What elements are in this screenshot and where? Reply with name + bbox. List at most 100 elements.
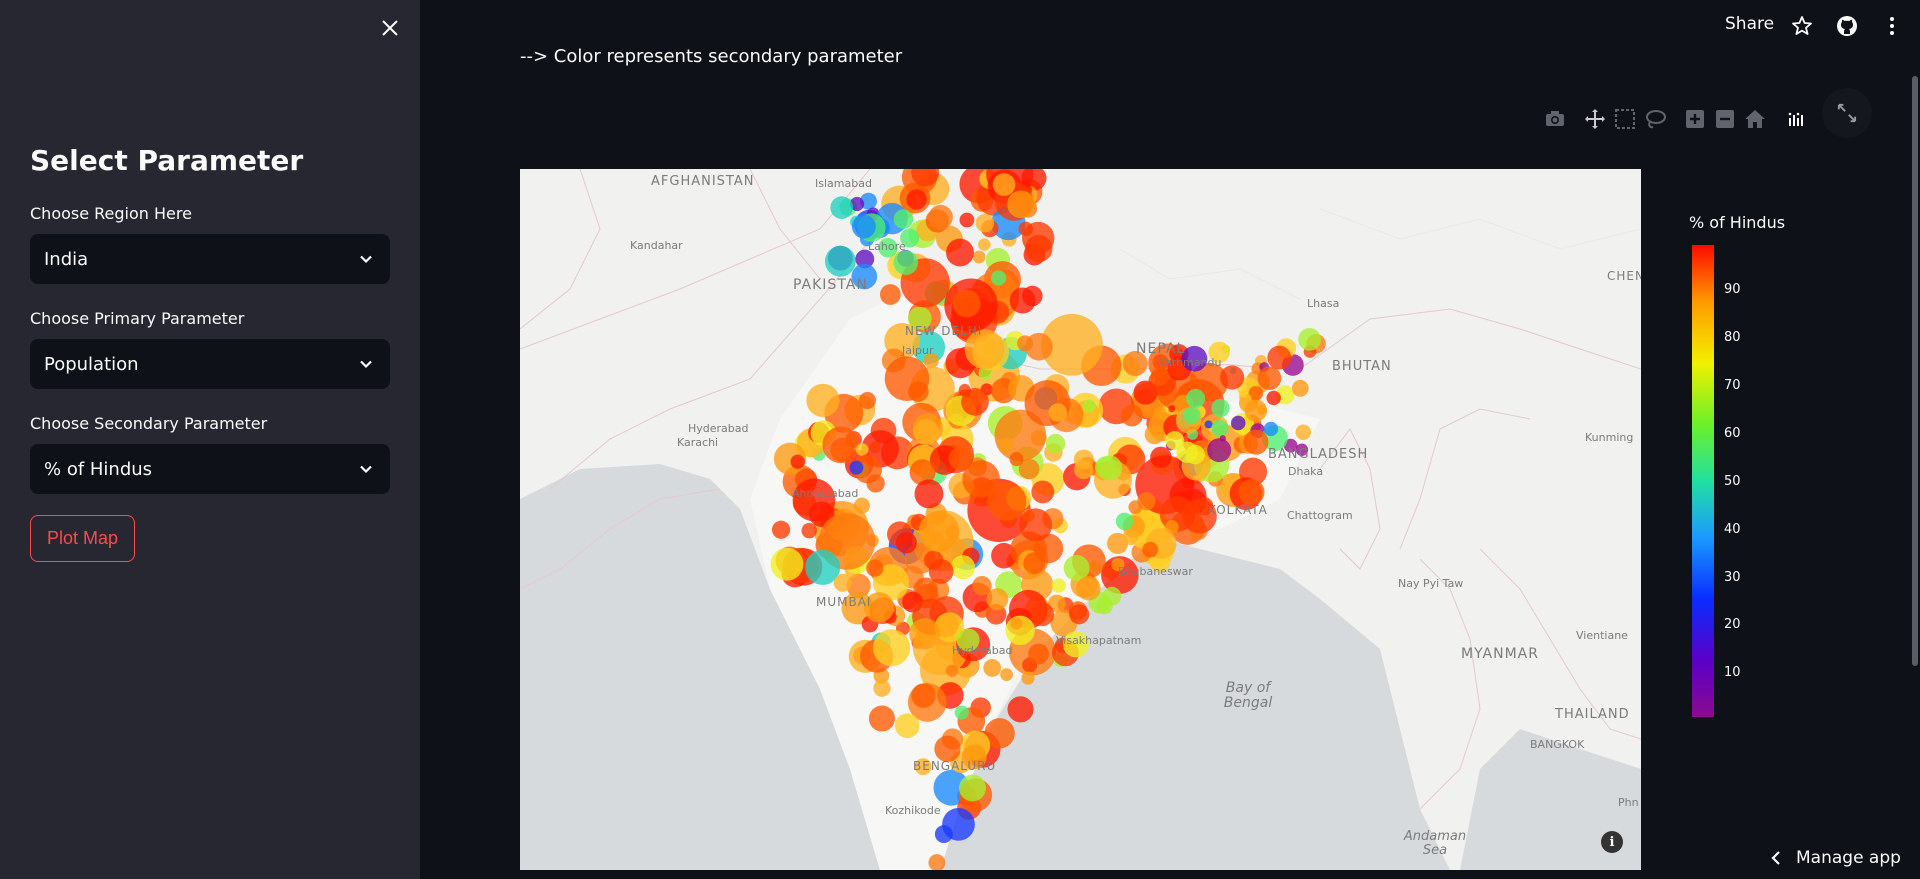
map-bubble[interactable] [866, 559, 884, 577]
map-bubble[interactable] [1048, 403, 1068, 422]
map-bubble[interactable] [849, 196, 865, 212]
pan-icon[interactable] [1584, 108, 1606, 130]
map-bubble[interactable] [879, 284, 901, 305]
map-bubble[interactable] [987, 481, 1027, 521]
map-bubble[interactable] [1219, 435, 1227, 442]
map-bubble[interactable] [1243, 429, 1269, 455]
map-bubble[interactable] [884, 356, 930, 402]
map-bubble[interactable] [833, 573, 852, 592]
map-bubble[interactable] [771, 520, 791, 539]
map-bubble[interactable] [962, 460, 1000, 498]
map-bubble[interactable] [956, 628, 980, 652]
map-bubble[interactable] [830, 196, 854, 219]
zoom-in-icon[interactable] [1684, 108, 1706, 130]
map-bubble[interactable] [942, 808, 975, 841]
map-bubble[interactable] [1230, 415, 1246, 431]
map-bubble[interactable] [1207, 438, 1232, 463]
map-bubble[interactable] [961, 744, 987, 770]
map-bubble[interactable] [1047, 594, 1066, 613]
map-bubble[interactable] [864, 592, 895, 623]
map-bubble[interactable] [1257, 366, 1282, 391]
bubble-map[interactable]: AFGHANISTAN Islamabad Kandahar Lahore PA… [520, 169, 1641, 870]
map-bubble[interactable] [1121, 404, 1143, 427]
map-bubble[interactable] [1168, 405, 1176, 413]
map-bubble[interactable] [1267, 345, 1292, 370]
map-bubble[interactable] [1295, 443, 1309, 456]
map-bubble[interactable] [986, 588, 1009, 611]
lasso-select-icon[interactable] [1644, 108, 1666, 130]
map-bubble[interactable] [972, 250, 986, 264]
reset-view-home-icon[interactable] [1744, 108, 1766, 130]
map-bubble[interactable] [909, 459, 936, 486]
map-bubble[interactable] [1111, 557, 1125, 572]
map-bubble[interactable] [978, 238, 991, 251]
map-bubble[interactable] [954, 705, 969, 720]
map-bubble[interactable] [975, 213, 995, 233]
map-bubble[interactable] [1263, 421, 1279, 437]
map-bubble[interactable] [900, 228, 920, 248]
map-attribution-info-icon[interactable]: i [1601, 831, 1623, 853]
map-bubble[interactable] [1115, 512, 1134, 531]
map-bubble[interactable] [952, 289, 981, 318]
map-bubble[interactable] [1073, 459, 1094, 480]
map-bubble[interactable] [964, 329, 1005, 370]
map-bubble[interactable] [1000, 668, 1013, 681]
map-bubble[interactable] [1238, 479, 1265, 505]
map-bubble[interactable] [855, 443, 869, 456]
github-icon[interactable] [1835, 14, 1859, 38]
map-bubble[interactable] [1018, 458, 1040, 480]
map-bubble[interactable] [1245, 394, 1252, 401]
map-bubble[interactable] [1022, 285, 1043, 307]
map-bubble[interactable] [1051, 578, 1066, 593]
map-bubble[interactable] [946, 238, 974, 267]
map-bubble[interactable] [983, 659, 1002, 677]
map-bubble[interactable] [1186, 388, 1206, 409]
map-bubble[interactable] [851, 263, 878, 290]
map-bubble[interactable] [961, 387, 989, 416]
fullscreen-button[interactable] [1822, 88, 1872, 138]
map-bubble[interactable] [1295, 424, 1312, 440]
map-bubble[interactable] [984, 718, 1015, 749]
map-bubble[interactable] [951, 555, 976, 580]
map-bubble[interactable] [1211, 419, 1229, 437]
map-bubble[interactable] [928, 204, 953, 230]
map-bubble[interactable] [1220, 365, 1245, 390]
map-bubble[interactable] [918, 511, 960, 552]
map-bubble[interactable] [1150, 367, 1170, 386]
map-bubble[interactable] [911, 683, 936, 708]
map-bubble[interactable] [805, 549, 841, 585]
map-bubble[interactable] [1208, 341, 1230, 363]
map-bubble[interactable] [1283, 438, 1298, 453]
secondary-parameter-select[interactable]: % of Hindus [30, 444, 390, 494]
map-bubble[interactable] [1183, 406, 1201, 424]
map-bubble[interactable] [914, 479, 944, 509]
map-bubble[interactable] [790, 454, 805, 469]
map-bubble[interactable] [1266, 390, 1281, 406]
map-bubble[interactable] [1165, 520, 1179, 534]
map-bubble[interactable] [872, 564, 910, 601]
map-bubble[interactable] [1144, 424, 1165, 445]
camera-icon[interactable] [1544, 108, 1566, 130]
map-bubble[interactable] [1176, 441, 1198, 463]
zoom-out-icon[interactable] [1714, 108, 1736, 130]
map-bubble[interactable] [893, 209, 914, 229]
map-bubble[interactable] [928, 854, 946, 870]
map-bubble[interactable] [992, 173, 1016, 196]
map-bubble[interactable] [1097, 455, 1123, 481]
map-bubble[interactable] [878, 238, 898, 258]
map-bubble[interactable] [1101, 556, 1139, 594]
map-bubble[interactable] [1137, 492, 1156, 511]
map-bubble[interactable] [1033, 533, 1064, 564]
map-bubble[interactable] [1211, 398, 1230, 418]
primary-parameter-select[interactable]: Population [30, 339, 390, 389]
map-bubble[interactable] [1017, 335, 1034, 352]
map-bubble[interactable] [948, 446, 973, 471]
more-vertical-icon[interactable] [1880, 14, 1904, 38]
plotly-logo-icon[interactable] [1784, 108, 1806, 130]
map-bubble[interactable] [849, 460, 864, 475]
map-bubble[interactable] [1194, 496, 1214, 516]
map-bubble[interactable] [1076, 576, 1101, 601]
box-select-icon[interactable] [1614, 108, 1636, 130]
map-bubble[interactable] [873, 629, 911, 667]
map-bubble[interactable] [853, 497, 870, 514]
